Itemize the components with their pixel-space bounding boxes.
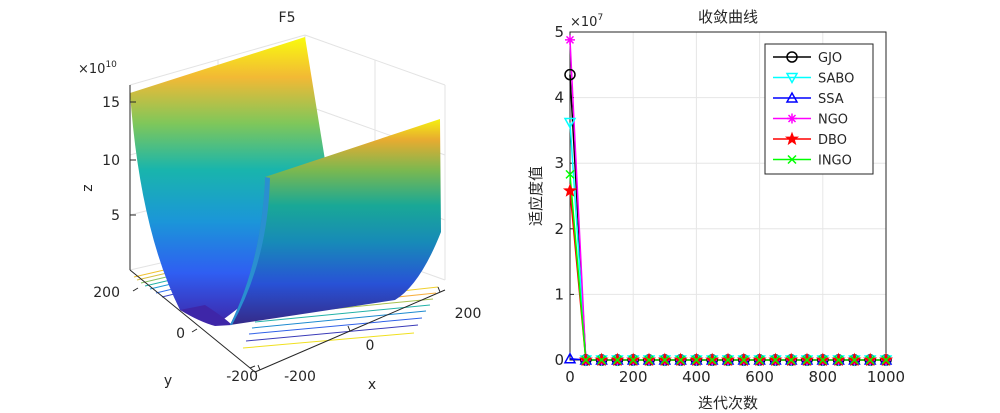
legend-marker-ssa [785,91,799,103]
y-tick-label: 5 [554,23,564,41]
marker-ingo [755,355,765,365]
marker-ingo [628,355,638,365]
surface-title: F5 [279,10,296,26]
legend-item-dbo: DBO [773,131,847,148]
legend-label: INGO [818,154,852,169]
marker-ssa [563,352,577,364]
surface-x-label: x [368,377,376,393]
marker-dbo [562,183,578,197]
surface-front-face [230,177,270,325]
surface-z-exponent-power: 10 [105,60,117,70]
y-tick-label: 4 [554,89,564,107]
marker-sabo [563,117,577,130]
legend-label: SABO [818,72,854,87]
x-tick-label: 400 [682,368,711,386]
y-tick-label: 0 [554,351,564,369]
legend-item-ssa: SSA [773,91,844,107]
marker-ingo [644,355,654,365]
legend-label: GJO [818,51,842,66]
surface-y-tick: 0 [176,326,185,342]
legend-item-ingo: INGO [773,154,852,169]
marker-ingo [723,355,733,365]
marker-ingo [802,355,812,365]
legend-item-gjo: GJO [773,51,842,66]
marker-ingo [597,355,607,365]
y-tick-label: 2 [554,220,564,238]
surface-y-label: y [164,373,172,389]
x-tick-label: 200 [619,368,648,386]
y-exponent-base: ×10 [570,15,597,30]
surface-trough [180,305,232,326]
y-axis-label: 适应度值 [527,166,545,226]
marker-ingo [612,355,622,365]
legend-marker-ingo [787,154,797,165]
x-axis-label: 迭代次数 [698,394,758,412]
surface-z-exponent-base: ×10 [78,62,105,77]
chart-title: 收敛曲线 [698,8,758,26]
surface-z-tick: 15 [102,95,120,111]
marker-ingo [818,355,828,365]
marker-ngo [565,34,575,45]
y-tick-label: 3 [554,154,564,172]
surface-y-tick: -200 [226,369,258,385]
y-exponent: ×107 [570,13,603,30]
x-tick-label: 0 [565,368,575,386]
surface-z-label: z [80,184,96,191]
x-axis-ticks: 0 200 400 600 800 1000 [565,356,905,386]
legend-item-ngo: NGO [773,113,848,128]
legend-label: NGO [818,113,848,128]
surface-axes [129,85,446,373]
x-tick-label: 1000 [867,368,905,386]
surface-z-tick: 10 [102,153,120,169]
marker-ingo [739,355,749,365]
legend-item-sabo: SABO [773,72,854,87]
marker-ingo [786,355,796,365]
legend-box [764,43,874,175]
legend-marker-sabo [785,72,799,85]
surface-plot: F5 ×1010 15 10 5 z 200 0 -200 y -200 0 2… [78,10,481,393]
x-tick-label: 600 [745,368,774,386]
legend-label: SSA [818,92,844,107]
legend: GJO SABO SSA NGO DBO INGO [764,43,874,175]
marker-ingo [581,355,591,365]
surface-front-wing [230,119,441,325]
legend-marker-dbo [784,131,800,146]
marker-ingo [770,355,780,365]
marker-ingo [881,355,891,365]
marker-gjo [564,68,576,81]
surface-x-tick: -200 [284,369,316,385]
marker-ingo [834,355,844,365]
legend-label: DBO [818,133,847,148]
legend-marker-ngo [787,113,797,124]
marker-ingo [707,355,717,365]
marker-ingo [565,169,575,179]
surface-x-tick: 0 [366,338,375,354]
y-tick-label: 1 [554,285,564,303]
x-tick-label: 800 [808,368,837,386]
marker-ingo [676,355,686,365]
marker-ingo [865,355,875,365]
surface-y-tick: 200 [93,285,120,301]
marker-ingo [849,355,859,365]
surface-z-tick: 5 [111,208,120,224]
series-markers [562,34,894,367]
marker-ingo [660,355,670,365]
y-exponent-power: 7 [597,13,603,23]
marker-ingo [691,355,701,365]
surface-x-tick: 200 [455,306,482,322]
surface-z-exponent: ×1010 [78,60,117,77]
legend-marker-gjo [786,51,798,63]
